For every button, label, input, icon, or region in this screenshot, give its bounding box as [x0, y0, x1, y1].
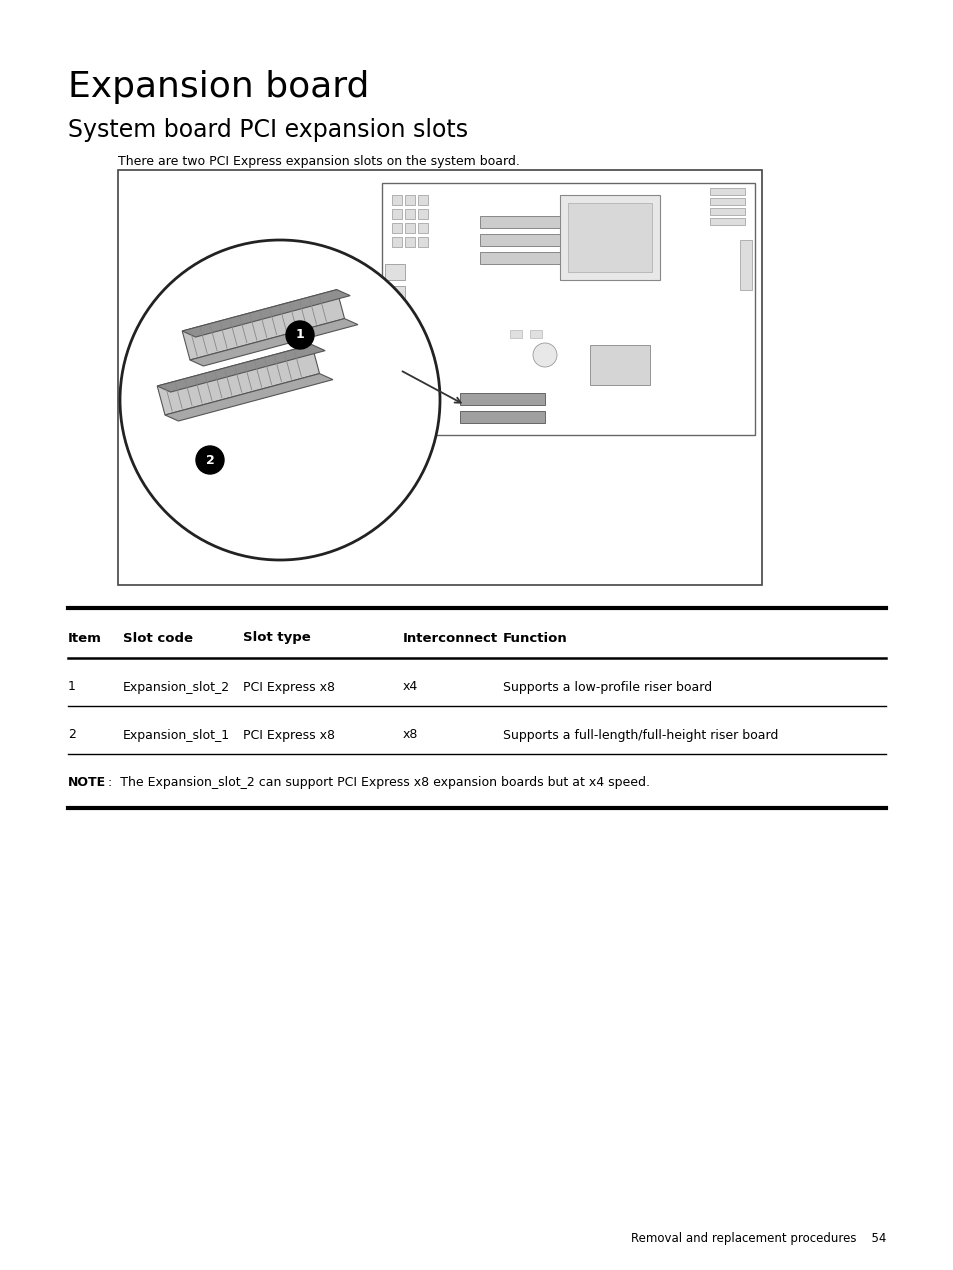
Bar [417, 196, 428, 204]
Bar [118, 170, 761, 585]
Polygon shape [182, 290, 344, 359]
Text: Slot code: Slot code [123, 631, 193, 644]
Text: Expansion_slot_1: Expansion_slot_1 [123, 729, 230, 742]
Bar [459, 411, 544, 423]
Bar [392, 196, 401, 204]
Bar [405, 224, 415, 232]
Text: Supports a low-profile riser board: Supports a low-profile riser board [502, 681, 711, 693]
Text: 1: 1 [295, 329, 304, 342]
Text: Expansion_slot_2: Expansion_slot_2 [123, 681, 230, 693]
Text: :  The Expansion_slot_2 can support PCI Express x8 expansion boards but at x4 sp: : The Expansion_slot_2 can support PCI E… [108, 776, 649, 789]
Polygon shape [165, 373, 333, 422]
Text: 1: 1 [68, 681, 76, 693]
Bar [419, 364, 432, 373]
Text: System board PCI expansion slots: System board PCI expansion slots [68, 118, 468, 142]
Polygon shape [157, 344, 319, 415]
Text: PCI Express x8: PCI Express x8 [243, 681, 335, 693]
Bar [709, 218, 744, 225]
Bar [417, 224, 428, 232]
Bar [392, 237, 401, 246]
Bar [392, 224, 401, 232]
Text: Supports a full-length/full-height riser board: Supports a full-length/full-height riser… [502, 729, 778, 742]
Bar [567, 203, 651, 272]
Text: x8: x8 [402, 729, 418, 742]
Circle shape [286, 321, 314, 349]
Polygon shape [157, 344, 325, 392]
Circle shape [120, 240, 439, 560]
Text: There are two PCI Express expansion slots on the system board.: There are two PCI Express expansion slot… [118, 155, 519, 168]
Bar [740, 240, 751, 290]
Text: Function: Function [502, 631, 567, 644]
Text: Interconnect: Interconnect [402, 631, 497, 644]
Bar [530, 330, 541, 338]
Bar [479, 216, 559, 229]
Text: x4: x4 [402, 681, 417, 693]
Text: 2: 2 [68, 729, 76, 742]
Bar [417, 210, 428, 218]
Bar [385, 286, 405, 302]
Bar [459, 392, 544, 405]
Bar [510, 330, 521, 338]
Text: NOTE: NOTE [68, 776, 106, 789]
Bar [479, 251, 559, 264]
Text: Item: Item [68, 631, 102, 644]
Text: Expansion board: Expansion board [68, 70, 369, 104]
Bar [479, 234, 559, 246]
Bar [419, 351, 432, 358]
Bar [709, 198, 744, 204]
Text: PCI Express x8: PCI Express x8 [243, 729, 335, 742]
Circle shape [533, 343, 557, 367]
Bar [709, 208, 744, 215]
Circle shape [195, 446, 224, 474]
Polygon shape [190, 319, 357, 366]
Bar [392, 210, 401, 218]
Polygon shape [182, 290, 350, 337]
Bar [385, 264, 405, 279]
Bar [709, 188, 744, 196]
Bar [589, 345, 649, 385]
Bar [381, 183, 754, 436]
Bar [405, 237, 415, 246]
Bar [559, 196, 659, 279]
Bar [405, 210, 415, 218]
Text: Removal and replacement procedures    54: Removal and replacement procedures 54 [630, 1232, 885, 1245]
Bar [417, 237, 428, 246]
Bar [405, 196, 415, 204]
Text: 2: 2 [206, 453, 214, 466]
Text: Slot type: Slot type [243, 631, 311, 644]
